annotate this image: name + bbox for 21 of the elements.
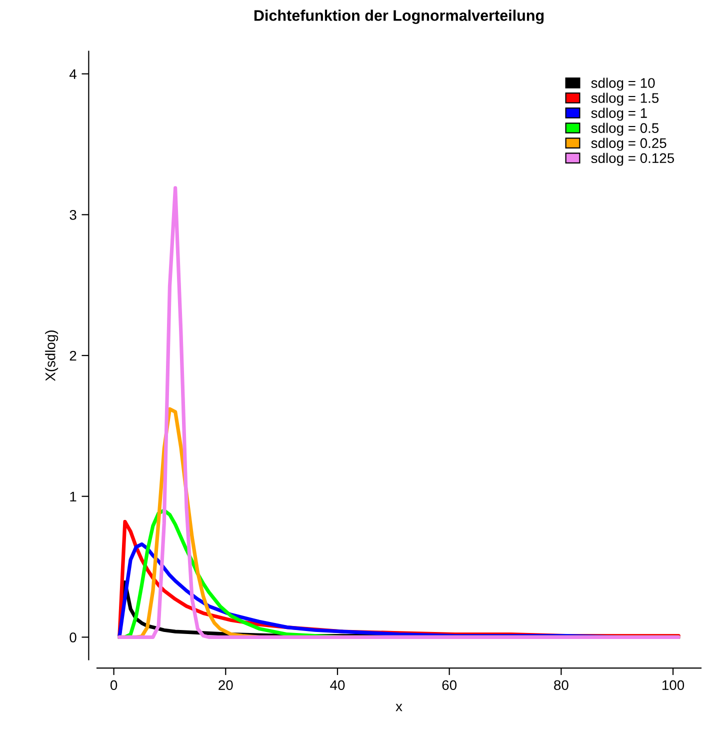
x-tick-label: 80	[554, 680, 568, 690]
y-tick-label: 4	[69, 69, 76, 79]
line-series	[118, 186, 680, 639]
x-tick-label: 20	[218, 680, 233, 690]
legend-label: sdlog = 1	[591, 108, 647, 121]
y-tick-label: 3	[70, 210, 76, 220]
legend-label: sdlog = 10	[591, 78, 655, 91]
x-tick-label: 60	[442, 680, 457, 690]
x-tick-label: 40	[330, 680, 345, 690]
y-tick-label: 2	[70, 350, 76, 361]
y-tick-label: 1	[70, 492, 76, 502]
legend-label: sdlog = 0.5	[591, 122, 659, 136]
x-axis-title: x	[396, 704, 402, 712]
legend-label: sdlog = 0.125	[591, 152, 674, 166]
x-tick-label: 100	[662, 680, 684, 690]
legend-label: sdlog = 0.25	[591, 138, 666, 151]
x-tick-label: 0	[110, 680, 118, 690]
y-tick-label: 0	[70, 632, 76, 642]
y-axis-title: X(sdlog)	[45, 330, 58, 382]
legend-label: sdlog = 1.5	[591, 92, 659, 106]
chart-title: Dichtefunktion der Lognormalverteilung	[254, 10, 544, 24]
